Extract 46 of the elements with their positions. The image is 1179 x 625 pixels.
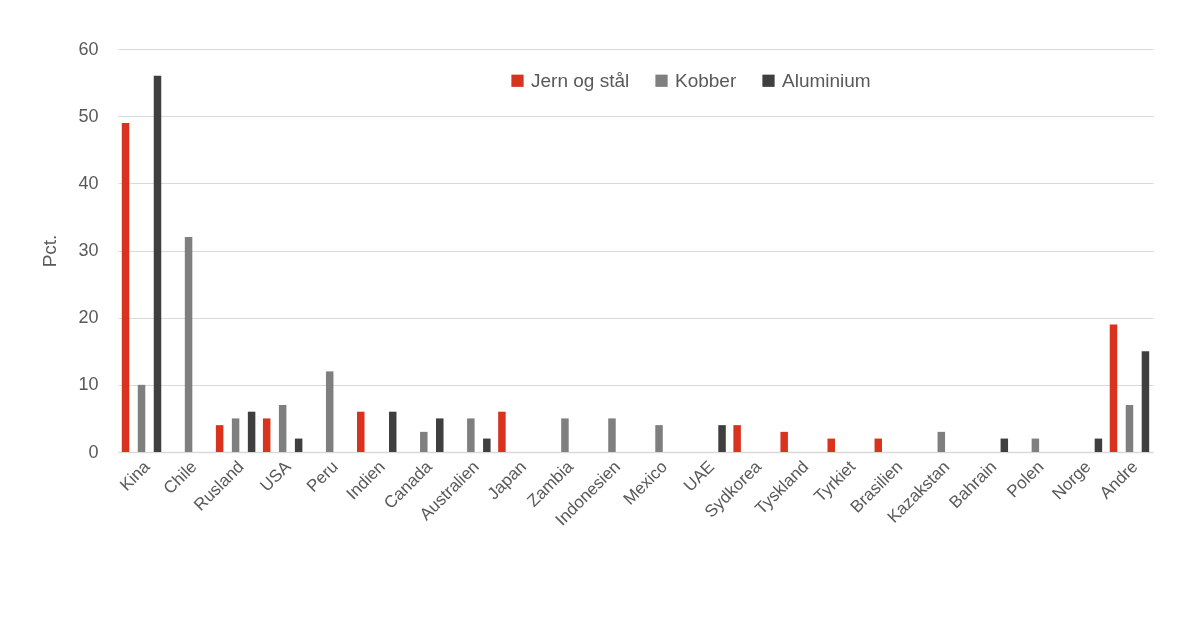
- bar: [121, 122, 130, 452]
- bar: [1094, 438, 1103, 452]
- bar: [1141, 351, 1150, 452]
- bar: [184, 237, 193, 452]
- bar: [357, 411, 365, 452]
- bar: [718, 425, 726, 452]
- y-tick-label: 40: [78, 172, 99, 193]
- legend-label: Kobber: [675, 69, 737, 91]
- legend-label: Jern og stål: [531, 69, 630, 91]
- bar: [294, 438, 303, 452]
- y-tick-label: 10: [78, 374, 99, 395]
- bar: [780, 431, 788, 452]
- bar: [215, 425, 224, 452]
- y-tick-label: 50: [78, 105, 99, 126]
- bar: [937, 431, 946, 452]
- bar: [262, 418, 271, 452]
- y-tick-label: 20: [78, 307, 99, 328]
- bar: [874, 438, 883, 452]
- bar: [498, 411, 506, 452]
- bar: [137, 384, 146, 452]
- bar: [153, 75, 162, 452]
- bar: [231, 418, 240, 452]
- bar: [388, 411, 397, 452]
- bar: [467, 418, 475, 452]
- bar: [483, 438, 491, 452]
- bar: [247, 411, 256, 452]
- y-axis-title: Pct.: [39, 234, 61, 268]
- bar: [827, 438, 835, 452]
- bar: [325, 371, 334, 452]
- x-tick-label: Kina: [116, 456, 154, 495]
- y-tick-label: 30: [78, 240, 99, 260]
- bar: [608, 418, 616, 452]
- bar: [561, 418, 569, 452]
- x-tick-label: USA: [256, 456, 296, 496]
- legend-label: Aluminium: [782, 69, 871, 91]
- bar: [436, 418, 444, 452]
- y-tick-label: 0: [88, 441, 99, 462]
- bar: [655, 425, 663, 452]
- bar: [1000, 438, 1009, 452]
- bar: [1125, 404, 1134, 452]
- y-tick-label: 60: [78, 38, 99, 59]
- bar: [420, 431, 428, 452]
- bar: [1031, 438, 1040, 452]
- bar: [733, 425, 741, 452]
- bar: [1109, 324, 1118, 452]
- bar: [278, 404, 287, 452]
